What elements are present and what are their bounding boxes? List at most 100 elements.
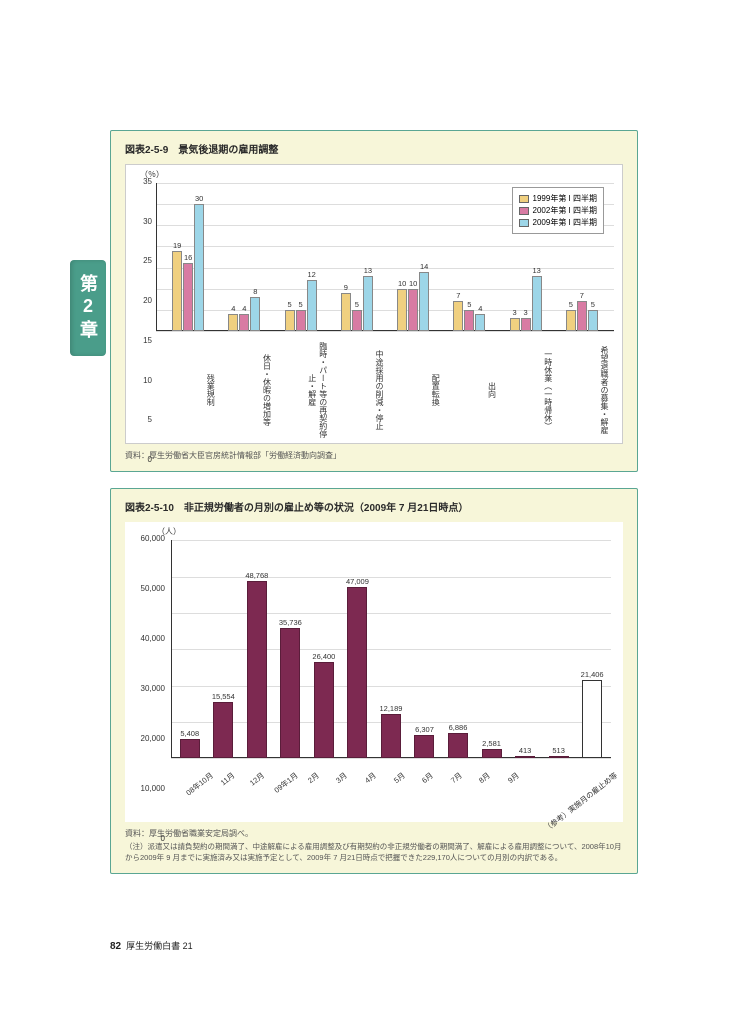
chart2-x-tick: 4月 [348,760,377,822]
chart1-bar: 30 [194,204,204,331]
chart1-bar: 10 [397,289,407,331]
chart2-x-tick: 2月 [290,760,319,822]
chart1-bar: 4 [239,314,249,331]
chart1-bar: 13 [532,276,542,331]
chart2-x-tick: 08年10月 [173,760,205,822]
chart2-bar-value: 6,307 [415,725,434,734]
chart1-bar: 3 [510,318,520,331]
chart1-bar-value: 19 [173,241,181,250]
chart2-bar: 5,408 [180,739,200,759]
chart1-x-tick: 配置転換 [385,333,441,443]
chart1-bar: 3 [521,318,531,331]
chart1-bar-value: 10 [398,279,406,288]
chart2-bar-value: 413 [519,746,532,755]
legend-swatch [519,219,529,227]
chart1-group: 754 [441,183,497,331]
chart2-bar: 12,189 [381,714,401,758]
chart2-area: （人） 5,40815,55448,76835,73626,40047,0091… [125,522,623,822]
chart1-legend-item: 1999年第 I 四半期 [519,193,597,204]
chart2-bar-value: 26,400 [312,652,335,661]
chart1-bar-value: 7 [456,291,460,300]
chart1-y-tick: 35 [130,177,152,186]
chart-2-5-9: 図表2-5-9 景気後退期の雇用調整 （％） 19163044855129513… [110,130,638,472]
chart1-bar-value: 30 [195,194,203,203]
chart1-bar-value: 13 [364,266,372,275]
chart2-bar-value: 12,189 [379,704,402,713]
chart2-bar-value: 5,408 [180,729,199,738]
chart1-bar: 14 [419,272,429,331]
chart1-bar-value: 5 [299,300,303,309]
chart1-bar: 16 [183,263,193,331]
chart1-x-tick: 出向 [441,333,497,443]
chart1-bar-value: 5 [467,300,471,309]
chapter-tab: 第2章 [70,260,106,356]
chart1-legend: 1999年第 I 四半期2002年第 I 四半期2009年第 I 四半期 [512,187,604,234]
chart1-bar-value: 12 [307,270,315,279]
chart1-y-tick: 25 [130,256,152,265]
chart1-y-tick: 20 [130,296,152,305]
chart1-bar-value: 5 [591,300,595,309]
chart1-bar: 5 [352,310,362,331]
chart2-bar-value: 513 [552,746,565,755]
legend-label: 2002年第 I 四半期 [533,205,597,216]
chart1-bar-value: 5 [355,300,359,309]
chart1-title: 図表2-5-9 景気後退期の雇用調整 [125,141,623,156]
chart1-bar-value: 10 [409,279,417,288]
chart1-bar: 7 [577,301,587,331]
page-footer-text: 厚生労働白書 21 [126,941,193,951]
page-number: 82 [110,941,121,952]
chart2-y-tick: 20,000 [129,734,165,743]
chart2-y-tick: 30,000 [129,684,165,693]
chart2-x-tick: 3月 [319,760,348,822]
chart1-bar: 4 [228,314,238,331]
chart2-note: （注）派遣又は請負契約の期間満了、中途解雇による雇用調整及び有期契約の非正規労働… [125,842,623,863]
chart1-bar: 19 [172,251,182,331]
chart1-bar: 5 [464,310,474,331]
chart1-bar: 9 [341,293,351,331]
chart1-x-tick: 残業規制 [160,333,216,443]
chart2-bar-value: 35,736 [279,618,302,627]
legend-label: 1999年第 I 四半期 [533,193,597,204]
chart1-source: 資料：厚生労働省大臣官房統計情報部「労働経済動向調査」 [125,450,623,461]
chart2-bar: 413 [515,756,535,758]
chart1-y-tick: 30 [130,217,152,226]
chart1-bar-value: 5 [288,300,292,309]
chart1-group: 5512 [273,183,329,331]
chart2-x-tick: 6月 [405,760,434,822]
chart1-y-tick: 0 [130,455,152,464]
chart1-bar-value: 7 [580,291,584,300]
chart2-bar: 26,400 [314,662,334,758]
chart1-bar-value: 5 [569,300,573,309]
chart1-group: 191630 [160,183,216,331]
chart1-bar: 10 [408,289,418,331]
chart1-x-tick: 臨時・パート等の再契約停止・解雇 [273,333,329,443]
chart1-bar-value: 3 [513,308,517,317]
chart1-bar: 5 [296,310,306,331]
chart1-bar: 4 [475,314,485,331]
chart2-y-tick: 0 [129,834,165,843]
chart1-group: 101014 [385,183,441,331]
chart2-bar: 35,736 [280,628,300,758]
chart1-bar: 12 [307,280,317,331]
chart2-bar-value: 47,009 [346,577,369,586]
chart1-legend-item: 2009年第 I 四半期 [519,217,597,228]
chart1-bar-value: 4 [231,304,235,313]
chart2-bar: 2,581 [482,749,502,758]
chart2-bar: 21,406 [582,680,602,758]
chart2-bar: 47,009 [347,587,367,758]
chart1-bar: 8 [250,297,260,331]
chart2-x-tick: 9月 [490,760,519,822]
chart1-bar-value: 4 [478,304,482,313]
chart2-bar: 15,554 [213,702,233,759]
chart1-bar-value: 14 [420,262,428,271]
chart1-bar-value: 16 [184,253,192,262]
chart2-bar-value: 21,406 [581,670,604,679]
chart1-bar-value: 8 [253,287,257,296]
chart1-bar-value: 13 [532,266,540,275]
chart1-bar: 5 [588,310,598,331]
chart2-x-tick: 5月 [376,760,405,822]
chart2-bar-value: 2,581 [482,739,501,748]
page-footer: 82 厚生労働白書 21 [110,939,193,952]
chart2-x-tick: （参考）実施月の雇止め等 [519,760,609,822]
chart2-bar-value: 15,554 [212,692,235,701]
